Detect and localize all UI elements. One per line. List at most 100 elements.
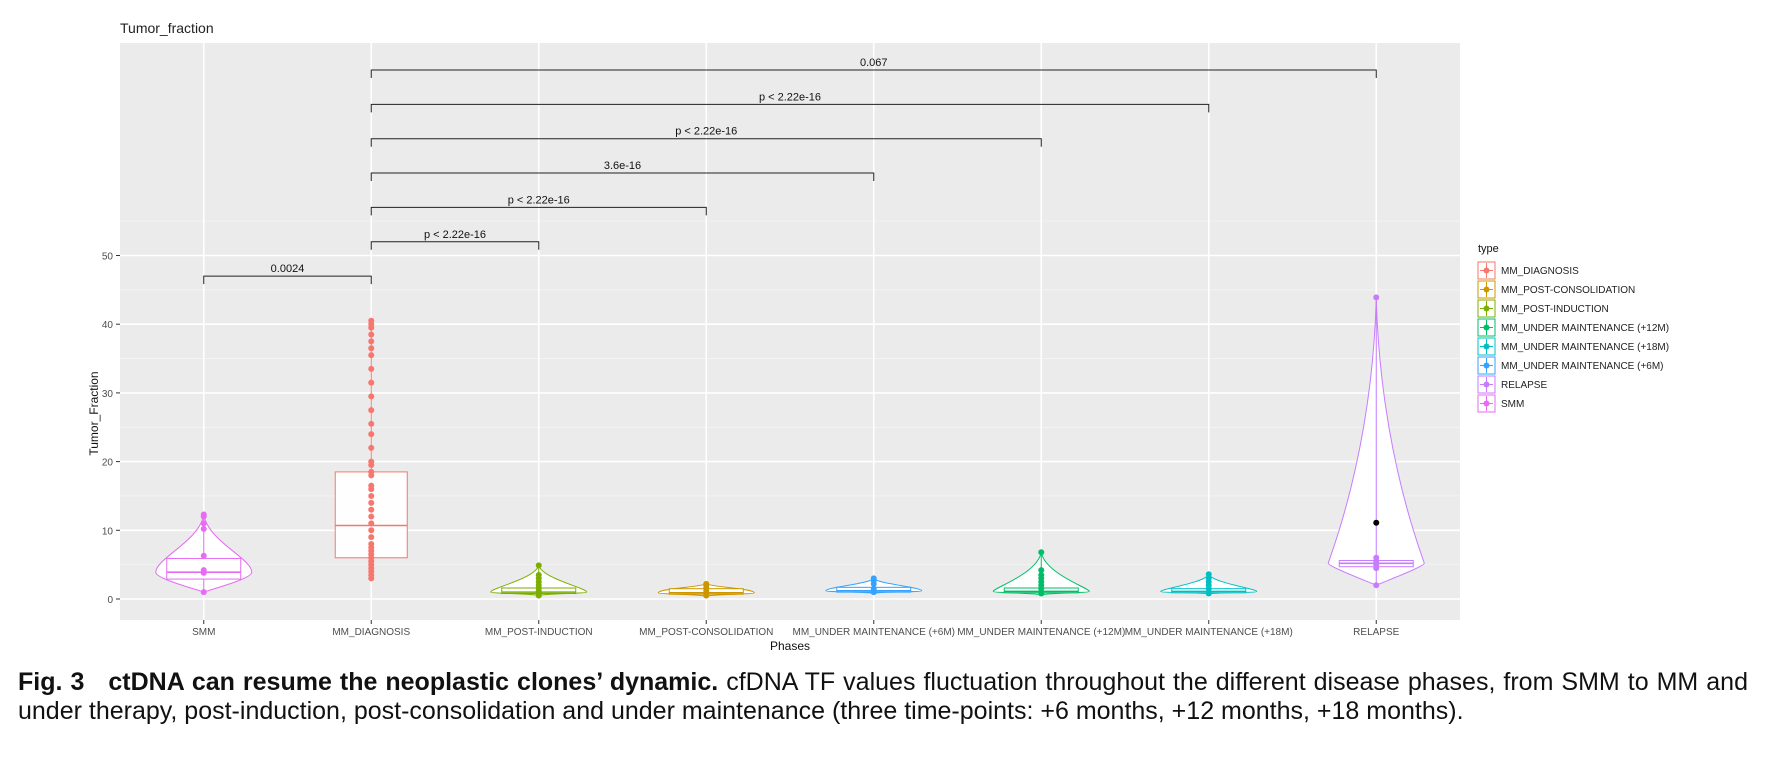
caption-body: cfDNA TF values fluctuation throughout t… (18, 668, 1748, 725)
comparison-bracket (370, 172, 875, 182)
data-point (870, 575, 877, 582)
legend-item: MM_UNDER MAINTENANCE (+6M) (1477, 356, 1664, 375)
legend-key-point (1483, 362, 1490, 369)
data-point (368, 420, 375, 427)
data-point (1205, 571, 1212, 578)
data-point (368, 338, 375, 345)
x-axis-title: Phases (770, 639, 810, 653)
data-point (1205, 590, 1212, 597)
legend-key-point (1483, 381, 1490, 388)
legend-item: RELAPSE (1477, 375, 1547, 394)
data-point (1038, 571, 1045, 578)
legend-item: MM_DIAGNOSIS (1477, 261, 1579, 280)
series-group (490, 562, 588, 599)
legend-item: MM_POST-CONSOLIDATION (1477, 280, 1635, 299)
data-point (200, 552, 207, 559)
x-tick-label: MM_DIAGNOSIS (332, 627, 410, 638)
data-point (1373, 582, 1380, 589)
legend-label: RELAPSE (1501, 380, 1547, 391)
data-point (368, 365, 375, 372)
data-point (535, 571, 542, 578)
data-point (200, 589, 207, 596)
y-tick-label: 30 (102, 389, 114, 400)
legend-label: MM_DIAGNOSIS (1501, 266, 1579, 277)
data-point (368, 482, 375, 489)
legend-label: MM_UNDER MAINTENANCE (+6M) (1501, 361, 1664, 372)
x-tick-label: SMM (192, 627, 215, 638)
series-group (155, 511, 253, 596)
legend-label: MM_UNDER MAINTENANCE (+18M) (1501, 342, 1669, 353)
data-point (368, 352, 375, 359)
comparison-bracket (203, 275, 372, 285)
legend-key-point (1483, 343, 1490, 350)
legend-label: MM_UNDER MAINTENANCE (+12M) (1501, 323, 1669, 334)
x-tick-label: MM_POST-CONSOLIDATION (639, 627, 773, 638)
data-point (368, 468, 375, 475)
series-group (1160, 571, 1258, 597)
comparison-label: p < 2.22e-16 (508, 194, 570, 206)
outlier-point (1373, 519, 1380, 526)
comparison-bracket (370, 206, 707, 216)
legend-label: SMM (1501, 399, 1524, 410)
series-group (825, 575, 923, 596)
data-point (535, 562, 542, 569)
data-point (368, 317, 375, 324)
legend-label: MM_POST-INDUCTION (1501, 304, 1609, 315)
legend-key-point (1483, 324, 1490, 331)
y-tick-label: 40 (102, 320, 114, 331)
series-group (657, 580, 755, 599)
legend-title: type (1478, 243, 1499, 255)
legend-item: SMM (1477, 394, 1524, 413)
data-point (368, 444, 375, 451)
legend-item: MM_POST-INDUCTION (1477, 299, 1609, 318)
data-point (368, 379, 375, 386)
data-point (1038, 567, 1045, 574)
data-point (870, 585, 877, 592)
legend-label: MM_POST-CONSOLIDATION (1501, 285, 1635, 296)
data-point (200, 567, 207, 574)
data-point (368, 506, 375, 513)
comparison-label: 3.6e-16 (604, 160, 641, 172)
data-point (368, 331, 375, 338)
data-point (703, 580, 710, 587)
legend-item: MM_UNDER MAINTENANCE (+12M) (1477, 318, 1669, 337)
comparison-label: p < 2.22e-16 (759, 91, 821, 103)
data-point (368, 534, 375, 541)
chart: 0 10 20 30 40 50 SMM MM_DIAGNOSIS MM_POST-INDUCT… (87, 43, 1669, 653)
caption-heading: ctDNA can resume the neoplastic clones’ … (108, 668, 719, 696)
y-tick-label: 10 (102, 526, 114, 537)
figure-caption: Fig. 3 ctDNA can resume the neoplastic cl… (18, 668, 1748, 726)
figure-label: Fig. 3 (18, 668, 85, 696)
data-point (368, 345, 375, 352)
data-point (1373, 294, 1380, 301)
y-axis-title: Tumor_Fraction (87, 371, 101, 455)
data-point (368, 527, 375, 534)
y-tick-label: 50 (102, 252, 114, 263)
x-tick-label: MM_UNDER MAINTENANCE (+6M) (792, 627, 955, 638)
comparison-bracket (370, 138, 1042, 147)
data-point (1038, 549, 1045, 556)
comparison-label: p < 2.22e-16 (675, 126, 737, 138)
series-group (992, 549, 1090, 597)
legend-item: MM_UNDER MAINTENANCE (+18M) (1477, 337, 1669, 356)
data-point (200, 511, 207, 518)
data-point (200, 525, 207, 532)
data-point (200, 520, 207, 527)
comparison-bracket (370, 241, 540, 250)
y-tick-label: 0 (107, 595, 113, 606)
data-point (368, 407, 375, 414)
legend-key-point (1483, 400, 1490, 407)
y-tick-label: 20 (102, 458, 114, 469)
x-tick-label: MM_UNDER MAINTENANCE (+18M) (1125, 627, 1293, 638)
legend-key-point (1483, 305, 1490, 312)
x-tick-label: RELAPSE (1353, 627, 1399, 638)
data-point (368, 520, 375, 527)
data-point (1038, 590, 1045, 597)
series-group (334, 317, 408, 582)
data-point (368, 541, 375, 548)
comparison-bracket (370, 69, 1377, 79)
legend-key-point (1483, 286, 1490, 293)
series-group (1327, 294, 1425, 589)
data-point (1205, 575, 1212, 582)
data-point (1373, 554, 1380, 561)
